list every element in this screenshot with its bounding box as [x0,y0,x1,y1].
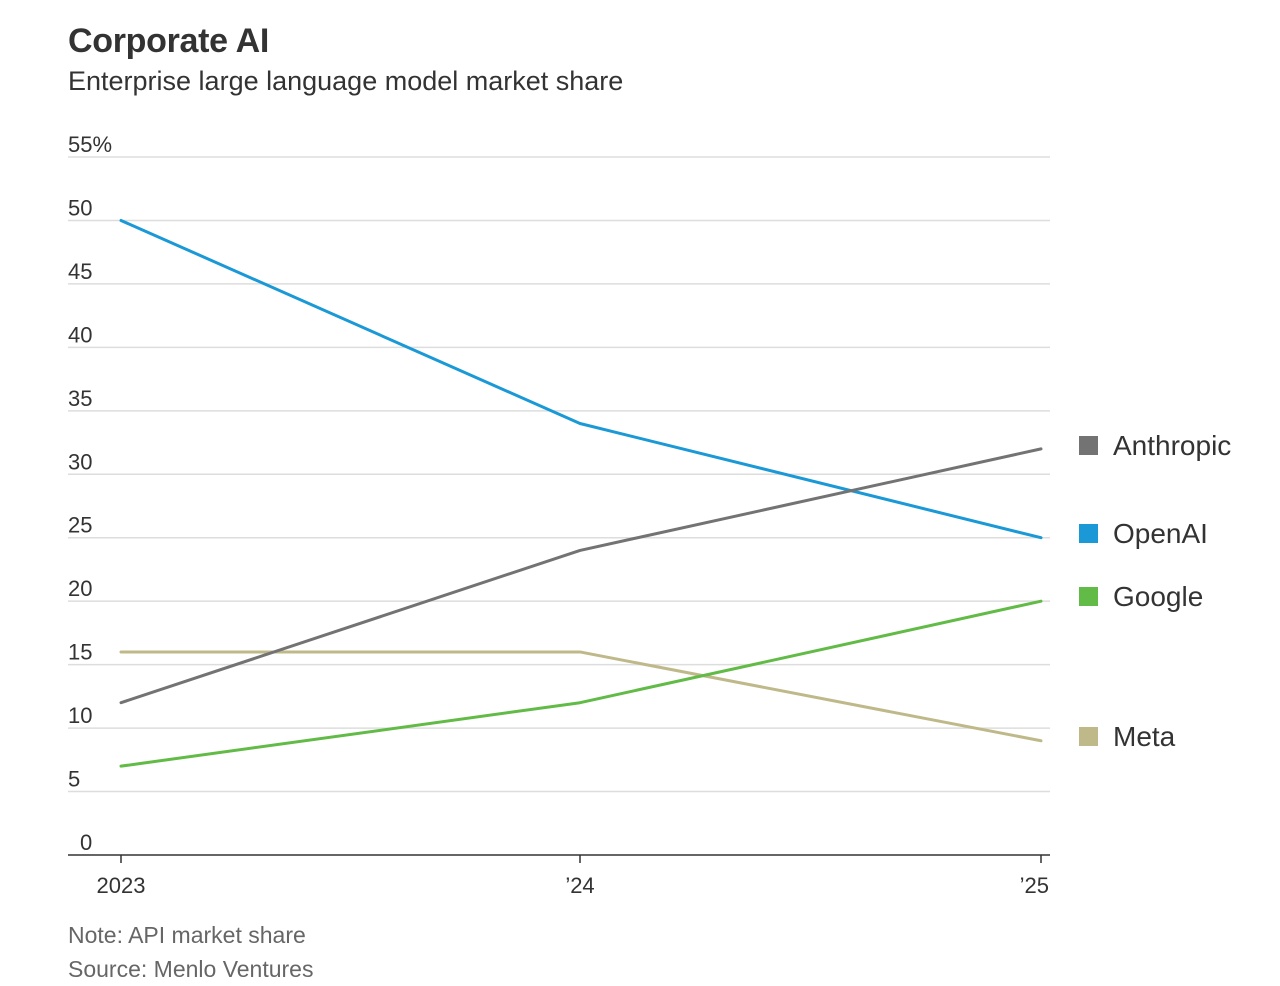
x-tick-label: ’25 [1020,873,1049,898]
legend-swatch-google [1079,587,1098,606]
series-lines [119,218,1043,768]
series-line-google [119,599,1043,768]
y-tick-label: 35 [68,386,92,411]
y-tick-label: 50 [68,195,92,220]
legend-label-google: Google [1113,581,1203,612]
x-axis-tick-labels: 2023 ’24 ’25 [97,873,1049,898]
chart-note: Note: API market share [68,922,306,948]
x-axis [68,854,1050,863]
chart-source: Source: Menlo Ventures [68,956,314,982]
y-tick-label: 10 [68,703,92,728]
chart-title: Corporate AI [68,22,270,60]
legend-swatch-anthropic [1079,436,1098,455]
y-tick-label: 40 [68,322,92,347]
legend-label-meta: Meta [1113,721,1176,752]
series-line-openai [119,218,1043,540]
legend: Anthropic OpenAI Google Meta [1079,430,1231,752]
y-tick-label: 30 [68,449,92,474]
legend-swatch-openai [1079,524,1098,543]
y-tick-label: 0 [80,830,92,855]
gridlines [68,156,1050,793]
y-tick-label: 20 [68,576,92,601]
y-tick-label: 15 [68,640,92,665]
x-tick-label: ’24 [565,873,594,898]
legend-label-anthropic: Anthropic [1113,430,1231,461]
y-tick-label: 25 [68,513,92,538]
y-tick-label: 55% [68,132,112,157]
series-line-anthropic [119,447,1043,705]
y-tick-label: 45 [68,259,92,284]
x-tick-label: 2023 [97,873,146,898]
legend-label-openai: OpenAI [1113,518,1208,549]
chart-subtitle: Enterprise large language model market s… [68,66,624,96]
y-tick-label: 5 [68,767,80,792]
legend-swatch-meta [1079,727,1098,746]
